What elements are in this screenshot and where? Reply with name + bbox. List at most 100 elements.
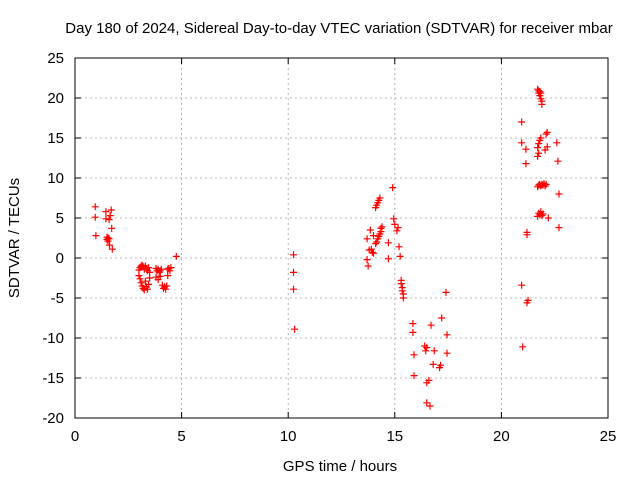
data-point xyxy=(537,134,545,142)
y-tick-label: -20 xyxy=(42,410,64,427)
data-point xyxy=(378,223,386,231)
data-point xyxy=(518,139,526,147)
data-point xyxy=(106,241,114,249)
data-point xyxy=(427,321,435,329)
data-point xyxy=(163,282,171,290)
data-point xyxy=(364,262,372,270)
data-point xyxy=(518,281,526,289)
data-point xyxy=(535,140,543,148)
data-point xyxy=(442,288,450,296)
data-point xyxy=(535,149,543,157)
data-point xyxy=(522,145,530,153)
x-tick-label: 5 xyxy=(177,428,185,445)
data-point xyxy=(138,261,146,269)
data-point xyxy=(366,226,374,234)
data-point xyxy=(92,232,100,240)
data-point xyxy=(384,239,392,247)
data-point xyxy=(538,100,546,108)
y-tick-label: 5 xyxy=(56,210,64,227)
data-point xyxy=(369,232,377,240)
data-point xyxy=(372,240,380,248)
chart-title: Day 180 of 2024, Sidereal Day-to-day VTE… xyxy=(65,20,612,37)
data-point xyxy=(423,399,431,407)
data-point xyxy=(393,227,401,235)
data-point xyxy=(102,215,110,223)
data-point xyxy=(136,275,144,283)
x-tick-label: 25 xyxy=(600,428,617,445)
data-point xyxy=(518,118,526,126)
data-point xyxy=(522,160,530,168)
data-point xyxy=(399,294,407,302)
x-tick-label: 15 xyxy=(386,428,403,445)
data-point xyxy=(156,272,164,280)
y-tick-label: -15 xyxy=(42,370,64,387)
data-point xyxy=(290,251,298,259)
data-point xyxy=(108,245,116,253)
data-point xyxy=(524,296,532,304)
data-point xyxy=(555,190,563,198)
plot-frame xyxy=(74,57,609,419)
data-point xyxy=(423,344,431,352)
data-point xyxy=(367,245,375,253)
grid-lines xyxy=(75,58,608,418)
data-point xyxy=(422,347,430,355)
data-point xyxy=(108,224,116,232)
data-point xyxy=(162,285,170,293)
data-point xyxy=(363,256,371,264)
data-point xyxy=(542,130,550,138)
data-point xyxy=(534,152,542,160)
data-point xyxy=(106,212,114,220)
data-point xyxy=(377,224,385,232)
x-axis-label: GPS time / hours xyxy=(283,458,397,475)
data-point xyxy=(394,224,402,232)
data-point xyxy=(373,238,381,246)
data-point xyxy=(391,220,399,228)
data-point xyxy=(443,349,451,357)
data-point xyxy=(542,180,550,188)
data-point xyxy=(91,213,99,221)
data-point xyxy=(389,184,397,192)
y-tick-label: 0 xyxy=(56,250,64,267)
data-point xyxy=(102,208,110,216)
data-point xyxy=(519,343,527,351)
data-point xyxy=(544,214,552,222)
data-point xyxy=(409,320,417,328)
data-point xyxy=(107,206,115,214)
data-point xyxy=(553,139,561,147)
data-point xyxy=(409,328,417,336)
x-tick-label: 20 xyxy=(493,428,510,445)
data-point xyxy=(363,235,371,243)
data-point xyxy=(369,249,377,257)
data-point xyxy=(429,360,437,368)
data-point xyxy=(443,331,451,339)
data-point xyxy=(368,248,376,256)
y-tick-labels: -20 -15 -10 -5 0 5 10 15 20 25 xyxy=(42,50,64,427)
y-tick-label: -5 xyxy=(51,290,64,307)
data-point xyxy=(291,325,299,333)
data-point xyxy=(105,235,113,243)
data-point xyxy=(410,351,418,359)
data-point xyxy=(143,285,151,293)
y-tick-label: 10 xyxy=(47,170,64,187)
y-tick-label: 25 xyxy=(47,50,64,67)
data-point xyxy=(396,252,404,260)
y-axis-label: SDTVAR / TECUs xyxy=(6,178,23,298)
y-tick-label: 15 xyxy=(47,130,64,147)
x-tick-label: 10 xyxy=(280,428,297,445)
data-point xyxy=(167,264,175,272)
data-point xyxy=(425,376,433,384)
data-point xyxy=(438,314,446,322)
data-point xyxy=(290,268,298,276)
data-point xyxy=(384,255,392,263)
data-point xyxy=(397,280,405,288)
data-point xyxy=(534,144,542,152)
data-point xyxy=(426,402,434,410)
data-points xyxy=(91,85,563,410)
data-point xyxy=(157,265,165,273)
data-point xyxy=(290,285,298,293)
data-point xyxy=(146,274,154,282)
data-point xyxy=(541,182,549,190)
data-point xyxy=(410,372,418,380)
